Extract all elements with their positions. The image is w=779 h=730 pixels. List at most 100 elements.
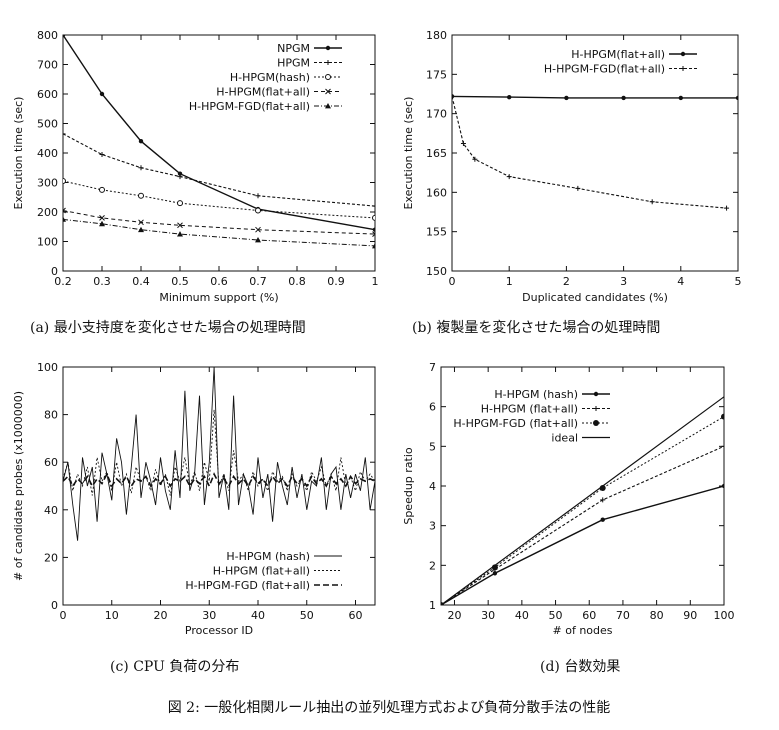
y-tick-label: 5 [429, 440, 436, 453]
data-point [575, 185, 581, 191]
x-tick-label: 0.6 [210, 275, 228, 288]
data-point [138, 192, 144, 199]
y-tick-label: 600 [37, 88, 58, 101]
y-axis-label: # of candidate probes (x1000000) [12, 391, 25, 581]
plot-area [63, 35, 375, 249]
data-point [63, 35, 66, 38]
series-line [63, 472, 375, 488]
data-point [600, 497, 606, 503]
legend-marker [680, 51, 686, 57]
series-line [63, 409, 375, 496]
y-tick-label: 20 [44, 551, 58, 564]
data-point [63, 178, 66, 185]
x-tick-label: 0.9 [327, 275, 345, 288]
data-point [99, 151, 105, 157]
series-line [63, 218, 375, 247]
x-tick-label: 1 [506, 275, 513, 288]
legend-marker [325, 88, 331, 95]
legend-label: H-HPGM-FGD (flat+all) [185, 579, 310, 592]
y-tick-label: 40 [44, 504, 58, 517]
x-tick-label: 90 [683, 609, 697, 622]
data-point [138, 219, 144, 226]
y-axis-label: Execution time (sec) [12, 97, 25, 210]
data-point [507, 94, 512, 100]
y-axis-label: Execution time (sec) [402, 97, 415, 210]
panel-caption: (b) 複製量を変化させた場合の処理時間 [412, 319, 660, 336]
legend-label: H-HPGM(flat+all) [571, 48, 665, 61]
legend-marker [325, 60, 331, 65]
series-line [441, 485, 724, 605]
legend-label: H-HPGM (hash) [226, 550, 310, 563]
legend-label: H-HPGM-FGD (flat+all) [453, 417, 578, 430]
series-line [63, 133, 375, 207]
x-tick-label: 0 [449, 275, 456, 288]
legend-label: H-HPGM (flat+all) [213, 565, 310, 578]
panel-d: 20 30 40 50 60 70 80 90 100 1 2 3 4 5 6 7 # of nodes Spee… [402, 361, 735, 675]
legend-marker [325, 103, 331, 109]
y-tick-label: 6 [429, 401, 436, 414]
y-tick-label: 800 [37, 29, 58, 42]
y-tick-label: 3 [429, 520, 436, 533]
panel-a: 0.2 0.3 0.4 0.5 0.6 0.7 0.8 0.9 1 0 100 200 300 400 50… [12, 29, 379, 336]
y-tick-label: 0 [51, 599, 58, 612]
series-line [452, 96, 727, 209]
y-tick-label: 170 [426, 108, 447, 121]
legend-marker [325, 74, 331, 80]
x-tick-label: 0.8 [288, 275, 306, 288]
series-line [63, 367, 375, 541]
series-line [63, 210, 375, 235]
y-tick-label: 100 [37, 361, 58, 374]
x-tick-label: 60 [349, 609, 363, 622]
data-point [372, 203, 375, 209]
x-tick-label: 0.3 [93, 275, 111, 288]
data-point [99, 215, 105, 221]
y-tick-label: 155 [426, 226, 447, 239]
y-tick-label: 500 [37, 118, 58, 131]
x-tick-label: 20 [447, 609, 461, 622]
data-point [506, 174, 512, 180]
panel-caption: (c) CPU 負荷の分布 [110, 659, 239, 675]
data-point [255, 237, 261, 243]
x-tick-label: 50 [300, 609, 314, 622]
x-tick-label: 40 [251, 609, 265, 622]
data-point [177, 174, 183, 180]
data-point [372, 231, 375, 237]
x-tick-label: 50 [549, 609, 563, 622]
data-point [492, 571, 498, 576]
data-point [600, 517, 605, 522]
data-point [721, 413, 724, 420]
y-tick-label: 80 [44, 409, 58, 422]
data-point [721, 443, 724, 449]
series-line [452, 95, 738, 99]
plot-area [63, 367, 375, 541]
legend-label: HPGM [277, 57, 310, 70]
data-point [372, 214, 375, 221]
y-tick-label: 1 [429, 599, 436, 612]
panel-caption: (a) 最小支持度を変化させた場合の処理時間 [30, 319, 306, 336]
y-tick-label: 60 [44, 456, 58, 469]
data-point [472, 156, 478, 162]
data-point [138, 139, 144, 144]
data-point [99, 220, 105, 227]
x-tick-label: 0.5 [171, 275, 189, 288]
x-tick-label: 30 [481, 609, 495, 622]
panel-c: 0 10 20 30 40 50 60 0 20 40 60 80 100 Processor ID # o… [12, 361, 376, 675]
data-point [724, 205, 730, 211]
x-tick-label: 0 [60, 609, 67, 622]
data-point [99, 91, 105, 97]
x-tick-label: 3 [620, 275, 627, 288]
y-tick-label: 150 [426, 265, 447, 278]
y-tick-label: 100 [37, 236, 58, 249]
x-tick-label: 2 [563, 275, 570, 288]
data-point [63, 216, 66, 222]
data-point [177, 171, 183, 176]
x-tick-label: 0.7 [249, 275, 267, 288]
x-tick-label: 4 [677, 275, 684, 288]
data-point [649, 199, 655, 205]
panel-caption: (d) 台数効果 [540, 659, 620, 675]
y-tick-label: 700 [37, 59, 58, 72]
panel-b: 0 1 2 3 4 5 150 155 160 165 170 175 180 Duplicated ca… [402, 29, 742, 336]
data-point [460, 141, 466, 147]
figure-caption: 図 2: 一般化相関ルール抽出の並列処理方式および負荷分散手法の性能 [168, 700, 611, 716]
